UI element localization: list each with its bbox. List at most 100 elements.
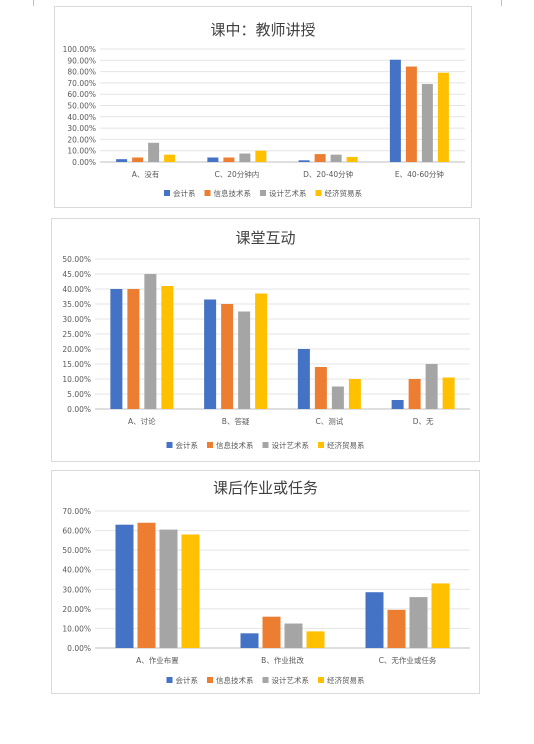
legend-label: 信息技术系 xyxy=(216,440,254,450)
legend-swatch xyxy=(166,677,173,683)
y-tick-label: 0.00% xyxy=(72,158,96,167)
chart-title: 课堂互动 xyxy=(235,229,295,247)
y-tick-label: 30.00% xyxy=(62,315,91,324)
x-category-label: C、测试 xyxy=(316,416,344,426)
x-category-label: A、作业布置 xyxy=(136,655,179,665)
x-category-label: A、讨论 xyxy=(128,416,156,426)
bar-1-3 xyxy=(297,349,310,409)
legend-swatch xyxy=(315,190,322,196)
bar-4-2 xyxy=(306,631,325,648)
bar-2-1 xyxy=(127,289,140,409)
bar-1-2 xyxy=(207,157,219,162)
chart-class-interaction: 课堂互动 0.00% 5.00% 10.00% 15.00% 20.00% 25.00% 30… xyxy=(51,218,480,462)
bar-2-3 xyxy=(314,367,327,409)
legend-label: 设计艺术系 xyxy=(272,675,310,685)
legend-swatch xyxy=(318,442,324,448)
y-tick-label: 20.00% xyxy=(62,345,91,354)
legend-label: 经济贸易系 xyxy=(327,675,365,685)
y-tick-label: 10.00% xyxy=(62,624,91,633)
bar-4-1 xyxy=(161,286,174,409)
bar-2-2 xyxy=(221,304,234,409)
bar-2-1 xyxy=(137,522,156,648)
legend-swatch xyxy=(262,442,269,448)
bar-3-3 xyxy=(330,154,342,162)
bar-2-3 xyxy=(314,154,326,162)
bar-4-2 xyxy=(255,150,267,162)
legend-label: 信息技术系 xyxy=(216,675,254,685)
x-category-label: B、作业批改 xyxy=(261,655,304,665)
bar-3-4 xyxy=(421,84,433,162)
y-tick-label: 50.00% xyxy=(62,546,91,555)
y-tick-label: 25.00% xyxy=(62,330,91,339)
legend-swatch xyxy=(262,677,269,683)
bar-4-4 xyxy=(437,72,449,162)
bar-3-3 xyxy=(331,386,344,409)
y-tick-label: 80.00% xyxy=(67,68,96,77)
legend-swatch xyxy=(166,442,173,448)
y-tick-label: 45.00% xyxy=(62,270,91,279)
y-tick-label: 30.00% xyxy=(67,124,96,133)
y-tick-label: 100.00% xyxy=(63,45,96,54)
legend-label: 会计系 xyxy=(176,440,199,450)
bar-1-1 xyxy=(110,289,123,409)
bar-2-1 xyxy=(132,157,144,162)
bar-4-4 xyxy=(442,377,455,409)
y-tick-label: 40.00% xyxy=(62,285,91,294)
chart-svg: 课堂互动 0.00% 5.00% 10.00% 15.00% 20.00% 25.00% 30… xyxy=(62,229,470,450)
legend-swatch xyxy=(260,190,266,196)
bar-3-1 xyxy=(148,142,160,162)
bar-4-1 xyxy=(164,154,176,162)
x-category-label: E、40-60分钟 xyxy=(395,169,445,179)
legend-swatch xyxy=(207,442,213,448)
y-tick-label: 50.00% xyxy=(67,102,96,111)
bar-4-2 xyxy=(255,293,268,409)
bar-1-3 xyxy=(298,160,310,162)
bar-1-4 xyxy=(391,400,404,409)
y-tick-label: 5.00% xyxy=(67,390,91,399)
bar-2-2 xyxy=(223,157,235,162)
y-tick-label: 20.00% xyxy=(67,135,96,144)
legend-label: 设计艺术系 xyxy=(269,188,307,198)
y-tick-label: 10.00% xyxy=(62,375,91,384)
bar-2-4 xyxy=(405,66,417,162)
bar-3-2 xyxy=(284,623,303,648)
bar-2-3 xyxy=(387,609,406,648)
bar-3-1 xyxy=(144,274,157,409)
legend-label: 会计系 xyxy=(173,188,196,198)
legend-swatch xyxy=(207,677,213,683)
bar-4-3 xyxy=(431,583,450,648)
bar-3-1 xyxy=(159,529,178,648)
bar-4-1 xyxy=(181,534,200,648)
legend-label: 信息技术系 xyxy=(214,188,252,198)
bar-4-3 xyxy=(346,156,358,162)
chart-svg: 课中：教师讲授 0.00% 10.00% 20.00% 30.00% 40.00% 50.0… xyxy=(63,21,465,198)
bar-3-2 xyxy=(239,153,251,162)
x-category-label: D、无 xyxy=(413,417,434,426)
bar-3-3 xyxy=(409,597,428,648)
bar-1-3 xyxy=(365,592,384,648)
legend-swatch xyxy=(204,190,211,196)
x-category-label: C、20分钟内 xyxy=(214,169,259,179)
y-tick-label: 60.00% xyxy=(67,90,96,99)
legend-swatch xyxy=(164,190,170,196)
y-tick-label: 40.00% xyxy=(67,113,96,122)
bar-2-4 xyxy=(408,379,421,409)
y-tick-label: 90.00% xyxy=(67,56,96,65)
legend-label: 会计系 xyxy=(176,675,199,685)
legend-swatch xyxy=(318,677,324,683)
chart-title: 课中：教师讲授 xyxy=(210,21,315,39)
y-tick-label: 40.00% xyxy=(62,566,91,575)
y-tick-label: 0.00% xyxy=(67,405,91,414)
y-tick-label: 10.00% xyxy=(67,147,96,156)
bar-1-1 xyxy=(115,524,134,648)
chart-svg: 课后作业或任务 0.00% 10.00% 20.00% 30.00% 40.00% 50.0… xyxy=(62,479,470,685)
legend-label: 设计艺术系 xyxy=(272,440,310,450)
bar-3-2 xyxy=(238,311,251,409)
bar-3-4 xyxy=(425,364,438,409)
y-tick-label: 50.00% xyxy=(62,255,91,264)
legend-label: 经济贸易系 xyxy=(325,188,363,198)
bar-1-4 xyxy=(389,59,401,162)
bar-1-2 xyxy=(204,299,217,409)
y-tick-label: 70.00% xyxy=(67,79,96,88)
legend-label: 经济贸易系 xyxy=(327,440,365,450)
